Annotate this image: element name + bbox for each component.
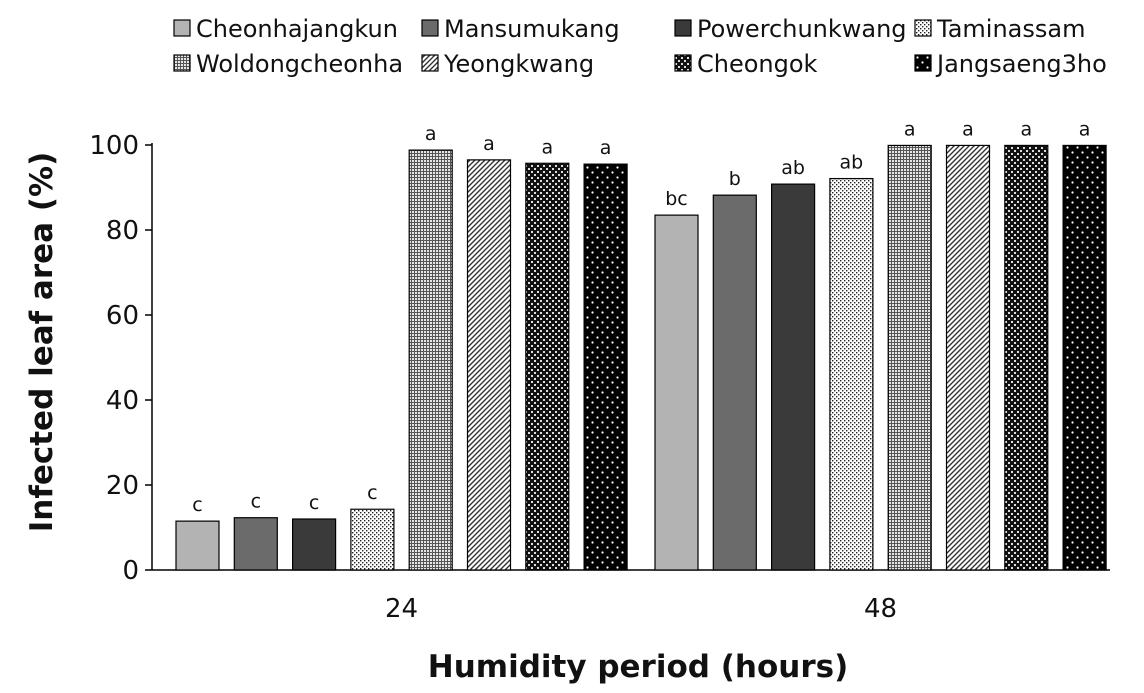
- legend-label: Woldongcheonha: [196, 50, 403, 78]
- significance-label: c: [309, 492, 319, 514]
- bar-woldongcheonha-24: [408, 149, 453, 571]
- y-axis: 0 20 40 60 80 100: [89, 131, 153, 586]
- significance-label: a: [600, 137, 612, 159]
- legend-label: Yeongkwang: [443, 50, 594, 78]
- bar-mansumukang-24: [233, 517, 278, 571]
- bar-taminassam-48: [829, 177, 874, 571]
- significance-label: c: [251, 491, 261, 513]
- significance-label: c: [367, 482, 377, 504]
- x-axis: 24 48: [152, 569, 1110, 624]
- x-tick-label: 48: [864, 594, 897, 624]
- significance-label: a: [904, 118, 916, 140]
- significance-label: a: [483, 133, 495, 155]
- bar-cheongok-48: [1004, 144, 1049, 571]
- x-tick-label: 24: [385, 594, 418, 624]
- legend-swatch: [173, 54, 191, 72]
- legend-swatch: [173, 19, 191, 37]
- bar-cheonhajangkun-24: [175, 520, 220, 571]
- legend-swatch: [421, 19, 439, 37]
- significance-label: a: [425, 123, 437, 145]
- significance-label: a: [1020, 118, 1032, 140]
- y-tick-label: 80: [106, 216, 139, 246]
- legend-swatch: [421, 54, 439, 72]
- y-tick-label: 60: [106, 301, 139, 331]
- legend-swatch: [674, 54, 692, 72]
- y-tick-label: 100: [89, 131, 139, 161]
- bar-yeongkwang-48: [945, 144, 991, 571]
- bar-jangsaeng3ho-24: [583, 163, 628, 571]
- bar-powerchunkwang-24: [292, 518, 337, 571]
- bar-jangsaeng3ho-48: [1062, 144, 1107, 571]
- legend-label: Powerchunkwang: [697, 15, 907, 43]
- legend-label: Taminassam: [936, 15, 1085, 43]
- bar-woldongcheonha-48: [887, 144, 932, 571]
- significance-labels: c c c c a a a a bc b ab ab a a a a: [192, 118, 1090, 516]
- significance-label: a: [962, 118, 974, 140]
- bars: [175, 144, 1107, 571]
- bar-powerchunkwang-48: [770, 183, 816, 571]
- bar-cheonhajangkun-48: [654, 214, 699, 571]
- significance-label: ab: [781, 157, 805, 179]
- legend-label: Mansumukang: [444, 15, 620, 43]
- significance-label: a: [1079, 118, 1091, 140]
- y-tick-label: 40: [106, 386, 139, 416]
- bar-mansumukang-48: [712, 194, 757, 571]
- significance-label: c: [192, 494, 202, 516]
- legend-label: Cheonhajangkun: [196, 15, 398, 43]
- significance-label: ab: [840, 152, 864, 174]
- legend-label: Jangsaeng3ho: [935, 50, 1107, 78]
- legend: Cheonhajangkun Mansumukang Powerchunkwang T…: [173, 15, 1107, 78]
- significance-label: bc: [665, 188, 688, 210]
- legend-swatch: [674, 19, 692, 37]
- legend-swatch: [914, 19, 932, 37]
- legend-label: Cheongok: [697, 50, 818, 78]
- significance-label: a: [541, 136, 553, 158]
- y-tick-label: 20: [106, 471, 139, 501]
- legend-swatch: [914, 54, 932, 72]
- bar-cheongok-24: [525, 162, 570, 571]
- bar-taminassam-24: [350, 508, 395, 571]
- significance-label: b: [729, 168, 741, 190]
- bar-yeongkwang-24: [466, 159, 512, 571]
- x-axis-title: Humidity period (hours): [428, 649, 849, 685]
- y-axis-title: Infected leaf area (%): [24, 152, 60, 533]
- y-tick-label: 0: [122, 556, 139, 586]
